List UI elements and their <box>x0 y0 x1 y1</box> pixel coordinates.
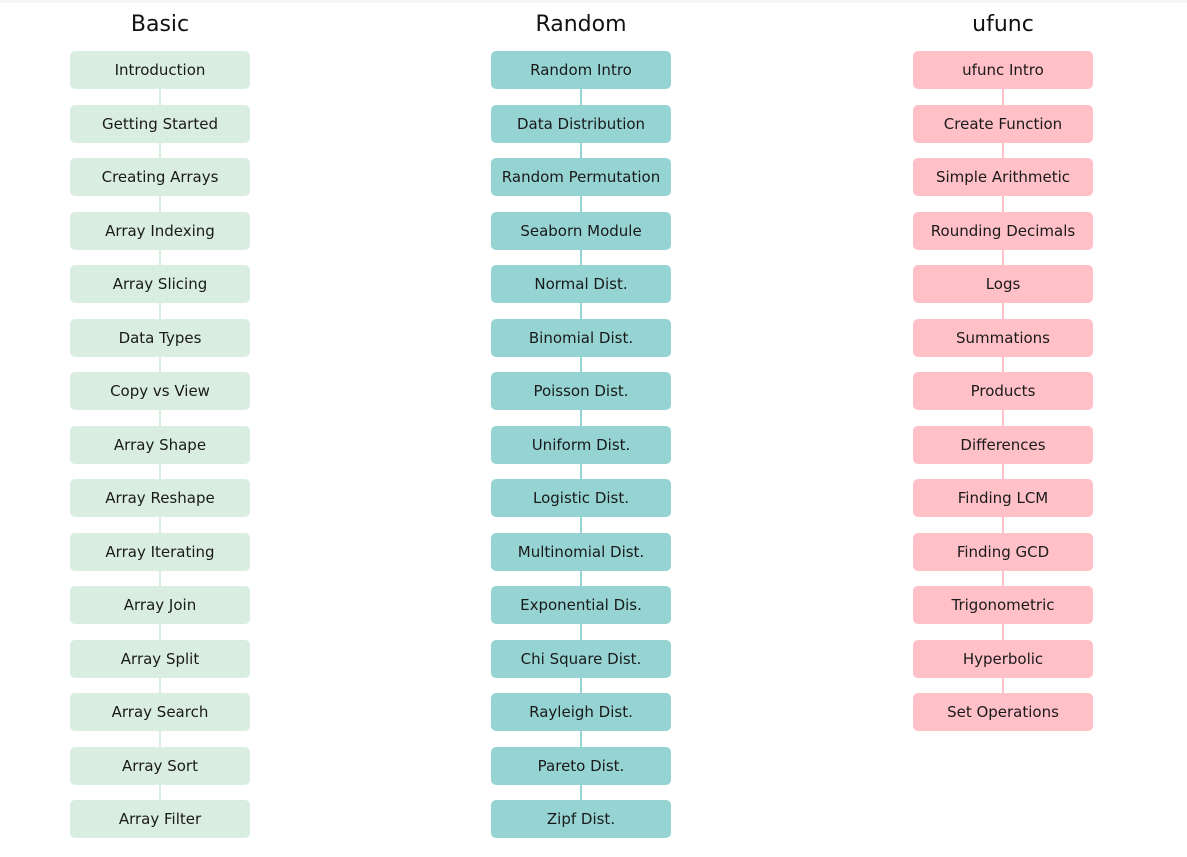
topic-button-random[interactable]: Pareto Dist. <box>491 746 671 785</box>
topic-button-ufunc[interactable]: Finding LCM <box>913 479 1093 517</box>
topic-button-basic[interactable]: Getting Started <box>70 104 250 143</box>
topic-button-ufunc[interactable]: Simple Arithmetic <box>913 158 1093 196</box>
topic-button-ufunc[interactable]: Logs <box>913 265 1093 303</box>
topic-button-random[interactable]: Multinomial Dist. <box>491 532 671 571</box>
topic-button-random[interactable]: Normal Dist. <box>491 265 671 303</box>
topic-button-basic[interactable]: Introduction <box>70 51 250 89</box>
topic-button-ufunc[interactable]: ufunc Intro <box>913 51 1093 89</box>
column-title-random: Random <box>535 12 627 37</box>
column-title-basic: Basic <box>130 12 190 37</box>
topic-button-ufunc[interactable]: Trigonometric <box>913 586 1093 624</box>
topic-button-random[interactable]: Zipf Dist. <box>491 800 671 838</box>
topic-button-random[interactable]: Data Distribution <box>491 104 671 143</box>
topic-button-random[interactable]: Rayleigh Dist. <box>491 693 671 731</box>
topic-button-ufunc[interactable]: Hyperbolic <box>913 639 1093 678</box>
topic-button-basic[interactable]: Array Slicing <box>70 265 250 303</box>
topic-list-ufunc: ufunc Intro Create Function Simple Arithme… <box>913 51 1093 747</box>
topic-button-ufunc[interactable]: Create Function <box>913 104 1093 143</box>
top-divider <box>0 0 1187 3</box>
topic-button-random[interactable]: Uniform Dist. <box>491 425 671 464</box>
topic-button-basic[interactable]: Array Reshape <box>70 479 250 517</box>
topic-button-random[interactable]: Seaborn Module <box>491 211 671 250</box>
topic-button-ufunc[interactable]: Rounding Decimals <box>913 211 1093 250</box>
topic-button-ufunc[interactable]: Finding GCD <box>913 532 1093 571</box>
topic-button-basic[interactable]: Creating Arrays <box>70 158 250 196</box>
topic-button-ufunc[interactable]: Summations <box>913 318 1093 357</box>
topic-button-random[interactable]: Binomial Dist. <box>491 318 671 357</box>
topic-button-ufunc[interactable]: Differences <box>913 425 1093 464</box>
topic-button-ufunc[interactable]: Set Operations <box>913 693 1093 731</box>
topic-button-basic[interactable]: Array Shape <box>70 425 250 464</box>
topic-button-ufunc[interactable]: Products <box>913 372 1093 410</box>
topic-button-random[interactable]: Chi Square Dist. <box>491 639 671 678</box>
topic-button-random[interactable]: Exponential Dis. <box>491 586 671 624</box>
topic-button-basic[interactable]: Array Filter <box>70 800 250 838</box>
topic-list-basic: Introduction Getting Started Creating Arra… <box>70 51 250 854</box>
topic-button-basic[interactable]: Array Iterating <box>70 532 250 571</box>
column-title-ufunc: ufunc <box>972 12 1034 37</box>
topic-button-basic[interactable]: Array Split <box>70 639 250 678</box>
topic-button-basic[interactable]: Array Join <box>70 586 250 624</box>
topic-button-basic[interactable]: Copy vs View <box>70 372 250 410</box>
topic-list-random: Random Intro Data Distribution Random Perm… <box>491 51 671 854</box>
topic-button-basic[interactable]: Data Types <box>70 318 250 357</box>
topic-button-random[interactable]: Logistic Dist. <box>491 479 671 517</box>
topic-button-random[interactable]: Poisson Dist. <box>491 372 671 410</box>
topic-button-random[interactable]: Random Permutation <box>491 158 671 196</box>
topic-button-basic[interactable]: Array Search <box>70 693 250 731</box>
topic-button-random[interactable]: Random Intro <box>491 51 671 89</box>
topic-button-basic[interactable]: Array Indexing <box>70 211 250 250</box>
topic-button-basic[interactable]: Array Sort <box>70 746 250 785</box>
